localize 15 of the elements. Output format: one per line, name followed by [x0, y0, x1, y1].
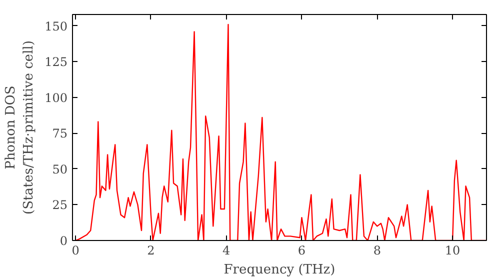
y-tick-label: 0 — [60, 234, 68, 248]
x-axis-title: Frequency (THz) — [224, 262, 336, 278]
y-tick-label: 75 — [52, 126, 68, 141]
y-tick-label: 150 — [44, 19, 68, 34]
x-tick-label: 2 — [147, 244, 155, 258]
y-tick-label: 50 — [52, 162, 68, 176]
x-tick-label: 4 — [222, 244, 231, 258]
x-tick-label: 0 — [72, 244, 80, 258]
x-tick-label: 8 — [373, 244, 381, 258]
y-tick-label: 125 — [44, 55, 68, 70]
y-axis-title: Phonon DOS (States/THz·primitive cell) — [4, 40, 37, 214]
y-tick-label: 25 — [52, 198, 68, 212]
y-tick-label: 100 — [44, 90, 68, 105]
x-tick-label: 10 — [444, 244, 460, 258]
x-tick-label: 6 — [298, 244, 306, 258]
